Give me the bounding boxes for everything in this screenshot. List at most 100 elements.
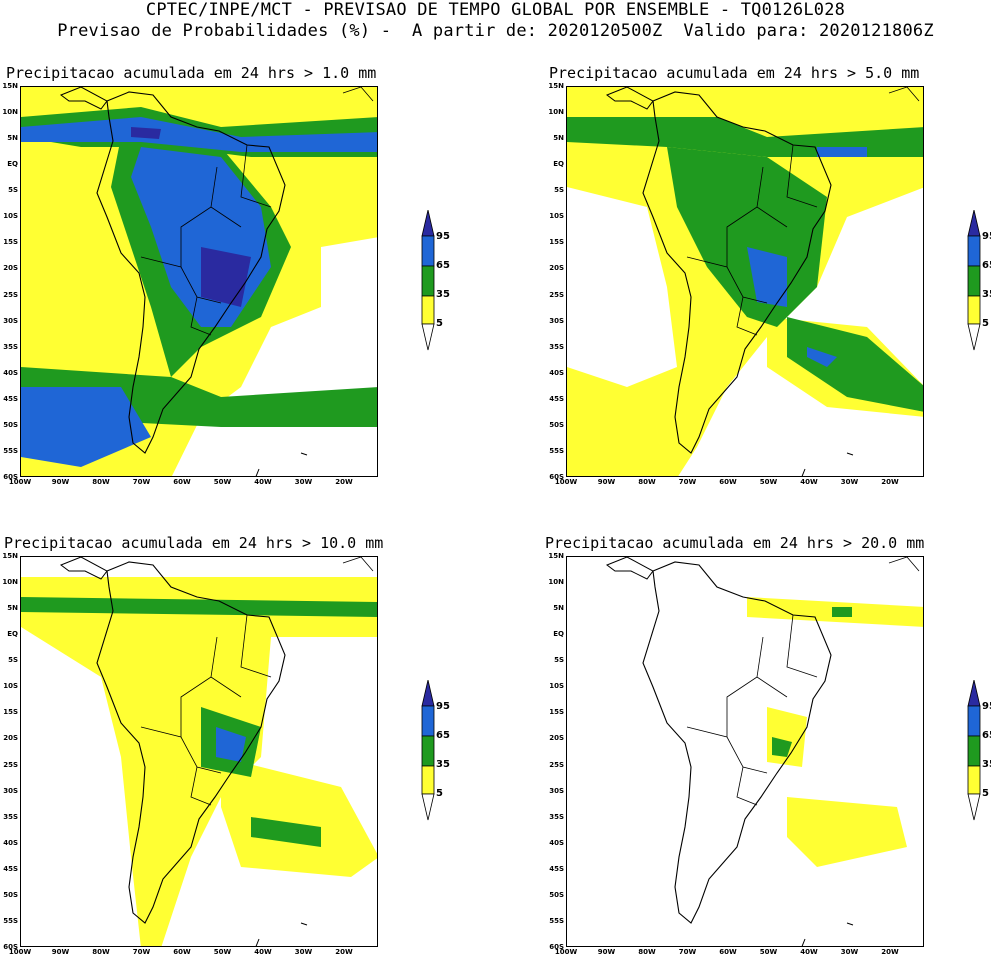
lon-label: 90W <box>597 478 616 486</box>
lon-label: 40W <box>254 948 272 956</box>
panel-4-title: Precipitacao acumulada em 24 hrs > 20.0 … <box>545 534 925 552</box>
lat-label: 10S <box>3 212 18 221</box>
prob-65 <box>747 247 787 307</box>
lon-label: 50W <box>759 948 778 956</box>
lon-label: 40W <box>800 478 818 486</box>
lat-label: 10N <box>548 578 564 587</box>
lon-label: 20W <box>881 948 899 956</box>
coastline <box>888 87 920 102</box>
lon-label: 60W <box>173 478 191 486</box>
colorbar-label: 65 <box>436 260 450 271</box>
lat-label: 5N <box>553 134 564 143</box>
panel-1-map <box>20 86 378 477</box>
panel-2-map <box>566 86 924 477</box>
lat-label: 25S <box>3 290 18 299</box>
lat-label: 15N <box>548 552 564 560</box>
lon-label: 70W <box>132 478 151 486</box>
lon-label: 100W <box>8 478 32 486</box>
lon-label: 20W <box>881 478 899 486</box>
prob-35 <box>251 817 321 847</box>
lon-label: 50W <box>213 948 232 956</box>
colorbar-segment <box>421 765 435 795</box>
island <box>801 922 854 946</box>
lat-label: 5S <box>8 656 18 665</box>
lat-label: 50S <box>549 890 564 899</box>
colorbar-segment <box>967 235 981 267</box>
lat-label: 15S <box>3 238 18 247</box>
lat-label: 20S <box>549 734 564 743</box>
lon-label: 40W <box>800 948 818 956</box>
lon-label: 60W <box>173 948 191 956</box>
colorbar-label: 35 <box>982 289 991 300</box>
lat-label: 45S <box>549 394 564 403</box>
prob-65 <box>21 387 151 467</box>
coastline <box>342 557 374 572</box>
lat-label: 20S <box>549 264 564 273</box>
lat-label: 55S <box>3 446 18 455</box>
colorbar-segment <box>967 765 981 795</box>
prob-35 <box>772 737 792 757</box>
lat-label: 30S <box>3 786 18 795</box>
panel-4-map <box>566 556 924 947</box>
coastline <box>96 91 286 454</box>
prob-65 <box>807 347 837 367</box>
panel-2-title: Precipitacao acumulada em 24 hrs > 5.0 m… <box>549 64 920 82</box>
lon-label: 50W <box>759 478 778 486</box>
lat-label: 10N <box>548 108 564 117</box>
lon-label: 30W <box>840 478 859 486</box>
colorbar-label: 5 <box>982 318 989 329</box>
lat-label: 15N <box>2 552 18 560</box>
colorbar-label: 65 <box>982 730 991 741</box>
colorbar-segment <box>967 265 981 297</box>
lon-label: 30W <box>294 948 313 956</box>
country-border <box>140 144 272 336</box>
colorbar-label: 95 <box>436 231 450 242</box>
colorbar-segment <box>967 210 981 237</box>
prob-5 <box>221 757 377 877</box>
colorbar-segment <box>421 295 435 325</box>
chart-title-line1: CPTEC/INPE/MCT - PREVISAO DE TEMPO GLOBA… <box>145 0 846 20</box>
lat-label: 35S <box>3 342 18 351</box>
prob-5 <box>21 577 377 946</box>
colorbar-segment <box>967 793 981 821</box>
lat-label: 35S <box>3 812 18 821</box>
lon-label: 60W <box>719 948 737 956</box>
prob-5 <box>787 797 907 867</box>
lat-label: 40S <box>3 368 18 377</box>
lat-label: 60S <box>3 943 18 951</box>
lat-label: 20S <box>3 264 18 273</box>
colorbar-segment <box>421 735 435 767</box>
lat-label: 20S <box>3 734 18 743</box>
lat-label: 15N <box>2 82 18 90</box>
lat-label: 10S <box>549 682 564 691</box>
lon-label: 80W <box>638 948 656 956</box>
colorbar-label: 5 <box>436 318 443 329</box>
lon-label: 100W <box>8 948 32 956</box>
lon-label: 90W <box>51 948 70 956</box>
lat-label: 5N <box>7 134 18 143</box>
coastline <box>342 87 374 102</box>
colorbar-label: 35 <box>982 759 991 770</box>
colorbar-label: 5 <box>436 788 443 799</box>
country-border <box>140 614 272 806</box>
lat-label: 25S <box>549 290 564 299</box>
lat-label: 15S <box>549 238 564 247</box>
lat-label: 35S <box>549 342 564 351</box>
lat-label: 40S <box>549 838 564 847</box>
lon-label: 80W <box>92 948 110 956</box>
prob-65 <box>817 147 867 157</box>
colorbar-label: 35 <box>436 759 450 770</box>
lat-label: 60S <box>549 943 564 951</box>
lat-label: 5S <box>554 186 564 195</box>
colorbar-label: 5 <box>982 788 989 799</box>
panel-2-field <box>567 87 923 476</box>
country-border <box>686 614 818 806</box>
coastline <box>605 557 654 580</box>
island <box>255 452 308 476</box>
lat-label: 60S <box>549 473 564 481</box>
lat-label: 45S <box>549 864 564 873</box>
lat-label: 25S <box>549 760 564 769</box>
panel-1-field <box>21 87 377 476</box>
lon-label: 100W <box>554 478 578 486</box>
prob-35 <box>21 597 377 617</box>
